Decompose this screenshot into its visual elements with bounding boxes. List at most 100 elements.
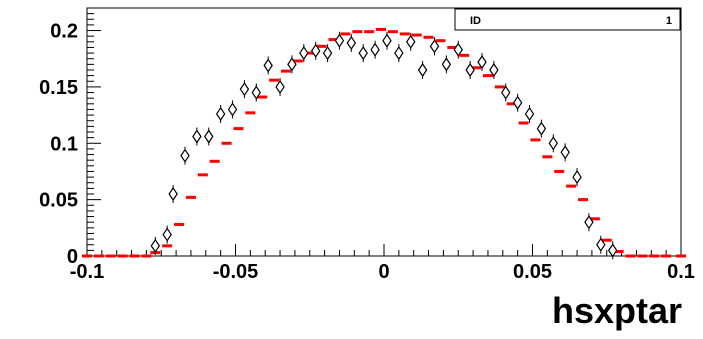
- red-bar-point: [447, 45, 458, 49]
- diamond-point: [322, 46, 333, 61]
- x-axis-title: hsxptar: [552, 290, 682, 331]
- red-bar-point: [376, 27, 387, 31]
- y-tick-label: 0.1: [50, 133, 78, 155]
- red-bar-point: [197, 173, 208, 177]
- diamond-point: [162, 227, 172, 242]
- y-tick-labels: 0 0.05 0.1 0.15 0.2: [39, 21, 78, 268]
- diamond-point: [334, 33, 345, 48]
- y-tick-label: 0.05: [39, 190, 78, 212]
- red-bar-point: [105, 254, 116, 258]
- red-bar-point: [589, 217, 600, 221]
- diamond-point: [453, 42, 463, 57]
- y-tick-label: 0.2: [50, 21, 78, 43]
- red-bar-point: [129, 254, 140, 258]
- diamond-point: [251, 85, 262, 100]
- diamond-point: [287, 57, 297, 72]
- red-bar-point: [316, 44, 327, 48]
- diamond-point: [548, 136, 559, 151]
- red-bar-point: [542, 155, 553, 159]
- red-bar-point: [340, 32, 351, 36]
- red-bar-point: [435, 39, 446, 43]
- y-tick-label: 0.15: [39, 77, 78, 99]
- x-tick-label: 0: [378, 261, 389, 283]
- series-diamond-markers: [150, 31, 618, 260]
- series-red-bars: [82, 27, 686, 258]
- red-bar-point: [661, 254, 672, 258]
- diamond-point: [406, 34, 416, 49]
- red-bar-point: [482, 74, 493, 78]
- diamond-point: [215, 106, 226, 122]
- red-bar-point: [530, 138, 541, 142]
- diamond-point: [441, 57, 452, 72]
- diamond-point: [168, 186, 178, 202]
- diamond-point: [584, 215, 594, 230]
- y-tick-label: 0: [67, 246, 78, 268]
- red-bar-point: [328, 38, 339, 42]
- red-bar-point: [82, 254, 92, 258]
- red-bar-point: [601, 238, 612, 242]
- red-bar-point: [117, 254, 128, 258]
- diamond-point: [382, 33, 392, 48]
- diamond-point: [204, 129, 214, 144]
- diamond-point: [275, 79, 285, 94]
- red-bar-point: [577, 198, 588, 202]
- red-bar-point: [257, 95, 268, 99]
- x-tick-label: 0.05: [513, 261, 552, 283]
- red-bar-point: [649, 254, 660, 258]
- diamond-point: [310, 43, 321, 58]
- diamond-point: [429, 39, 440, 54]
- red-bar-point: [387, 30, 398, 34]
- red-bar-point: [625, 254, 636, 258]
- diamond-point: [536, 121, 547, 136]
- red-bar-point: [637, 254, 648, 258]
- red-bar-point: [459, 53, 470, 57]
- red-bar-point: [352, 30, 363, 34]
- diamond-point: [417, 62, 428, 78]
- x-tick-label: -0.05: [213, 261, 259, 283]
- red-bar-point: [93, 254, 104, 258]
- red-bar-point: [292, 59, 303, 63]
- red-bar-point: [233, 127, 244, 131]
- stats-box: ID 1: [454, 8, 681, 31]
- diamond-point: [227, 102, 238, 117]
- red-bar-point: [471, 66, 482, 70]
- red-bar-point: [423, 35, 434, 39]
- red-bar-point: [280, 69, 291, 73]
- red-bar-point: [174, 222, 185, 226]
- diamond-point: [239, 82, 250, 97]
- red-bar-point: [518, 121, 529, 125]
- diamond-point: [477, 55, 487, 70]
- red-bar-point: [185, 195, 196, 199]
- red-bar-point: [364, 30, 375, 34]
- diamond-point: [150, 238, 161, 253]
- axis-ticks: [86, 7, 682, 257]
- diamond-point: [524, 106, 535, 122]
- red-bar-point: [269, 78, 280, 82]
- red-bar-point: [221, 141, 232, 145]
- diamond-point: [370, 42, 380, 57]
- red-bar-point: [209, 159, 220, 163]
- diamond-point: [501, 85, 511, 100]
- red-bar-point: [554, 169, 565, 173]
- red-bar-point: [506, 102, 517, 106]
- diamond-point: [192, 129, 202, 144]
- diamond-point: [346, 35, 357, 51]
- diamond-point: [607, 243, 618, 258]
- diamond-point: [596, 237, 606, 252]
- stats-box-value: 1: [666, 15, 672, 27]
- diamond-point: [572, 170, 582, 185]
- diamond-point: [263, 58, 273, 73]
- red-bar-point: [676, 254, 686, 258]
- x-tick-labels: -0.1 -0.05 0 0.05 0.1: [70, 261, 695, 283]
- red-bar-point: [162, 244, 173, 248]
- diamond-point: [180, 148, 190, 163]
- red-bar-point: [245, 111, 256, 115]
- diamond-point: [489, 62, 499, 78]
- diamond-point: [512, 95, 523, 110]
- x-tick-label: -0.1: [70, 261, 104, 283]
- diamond-point: [394, 46, 404, 61]
- red-bar-point: [566, 184, 577, 188]
- red-bar-point: [304, 51, 315, 55]
- diamond-point: [299, 46, 309, 61]
